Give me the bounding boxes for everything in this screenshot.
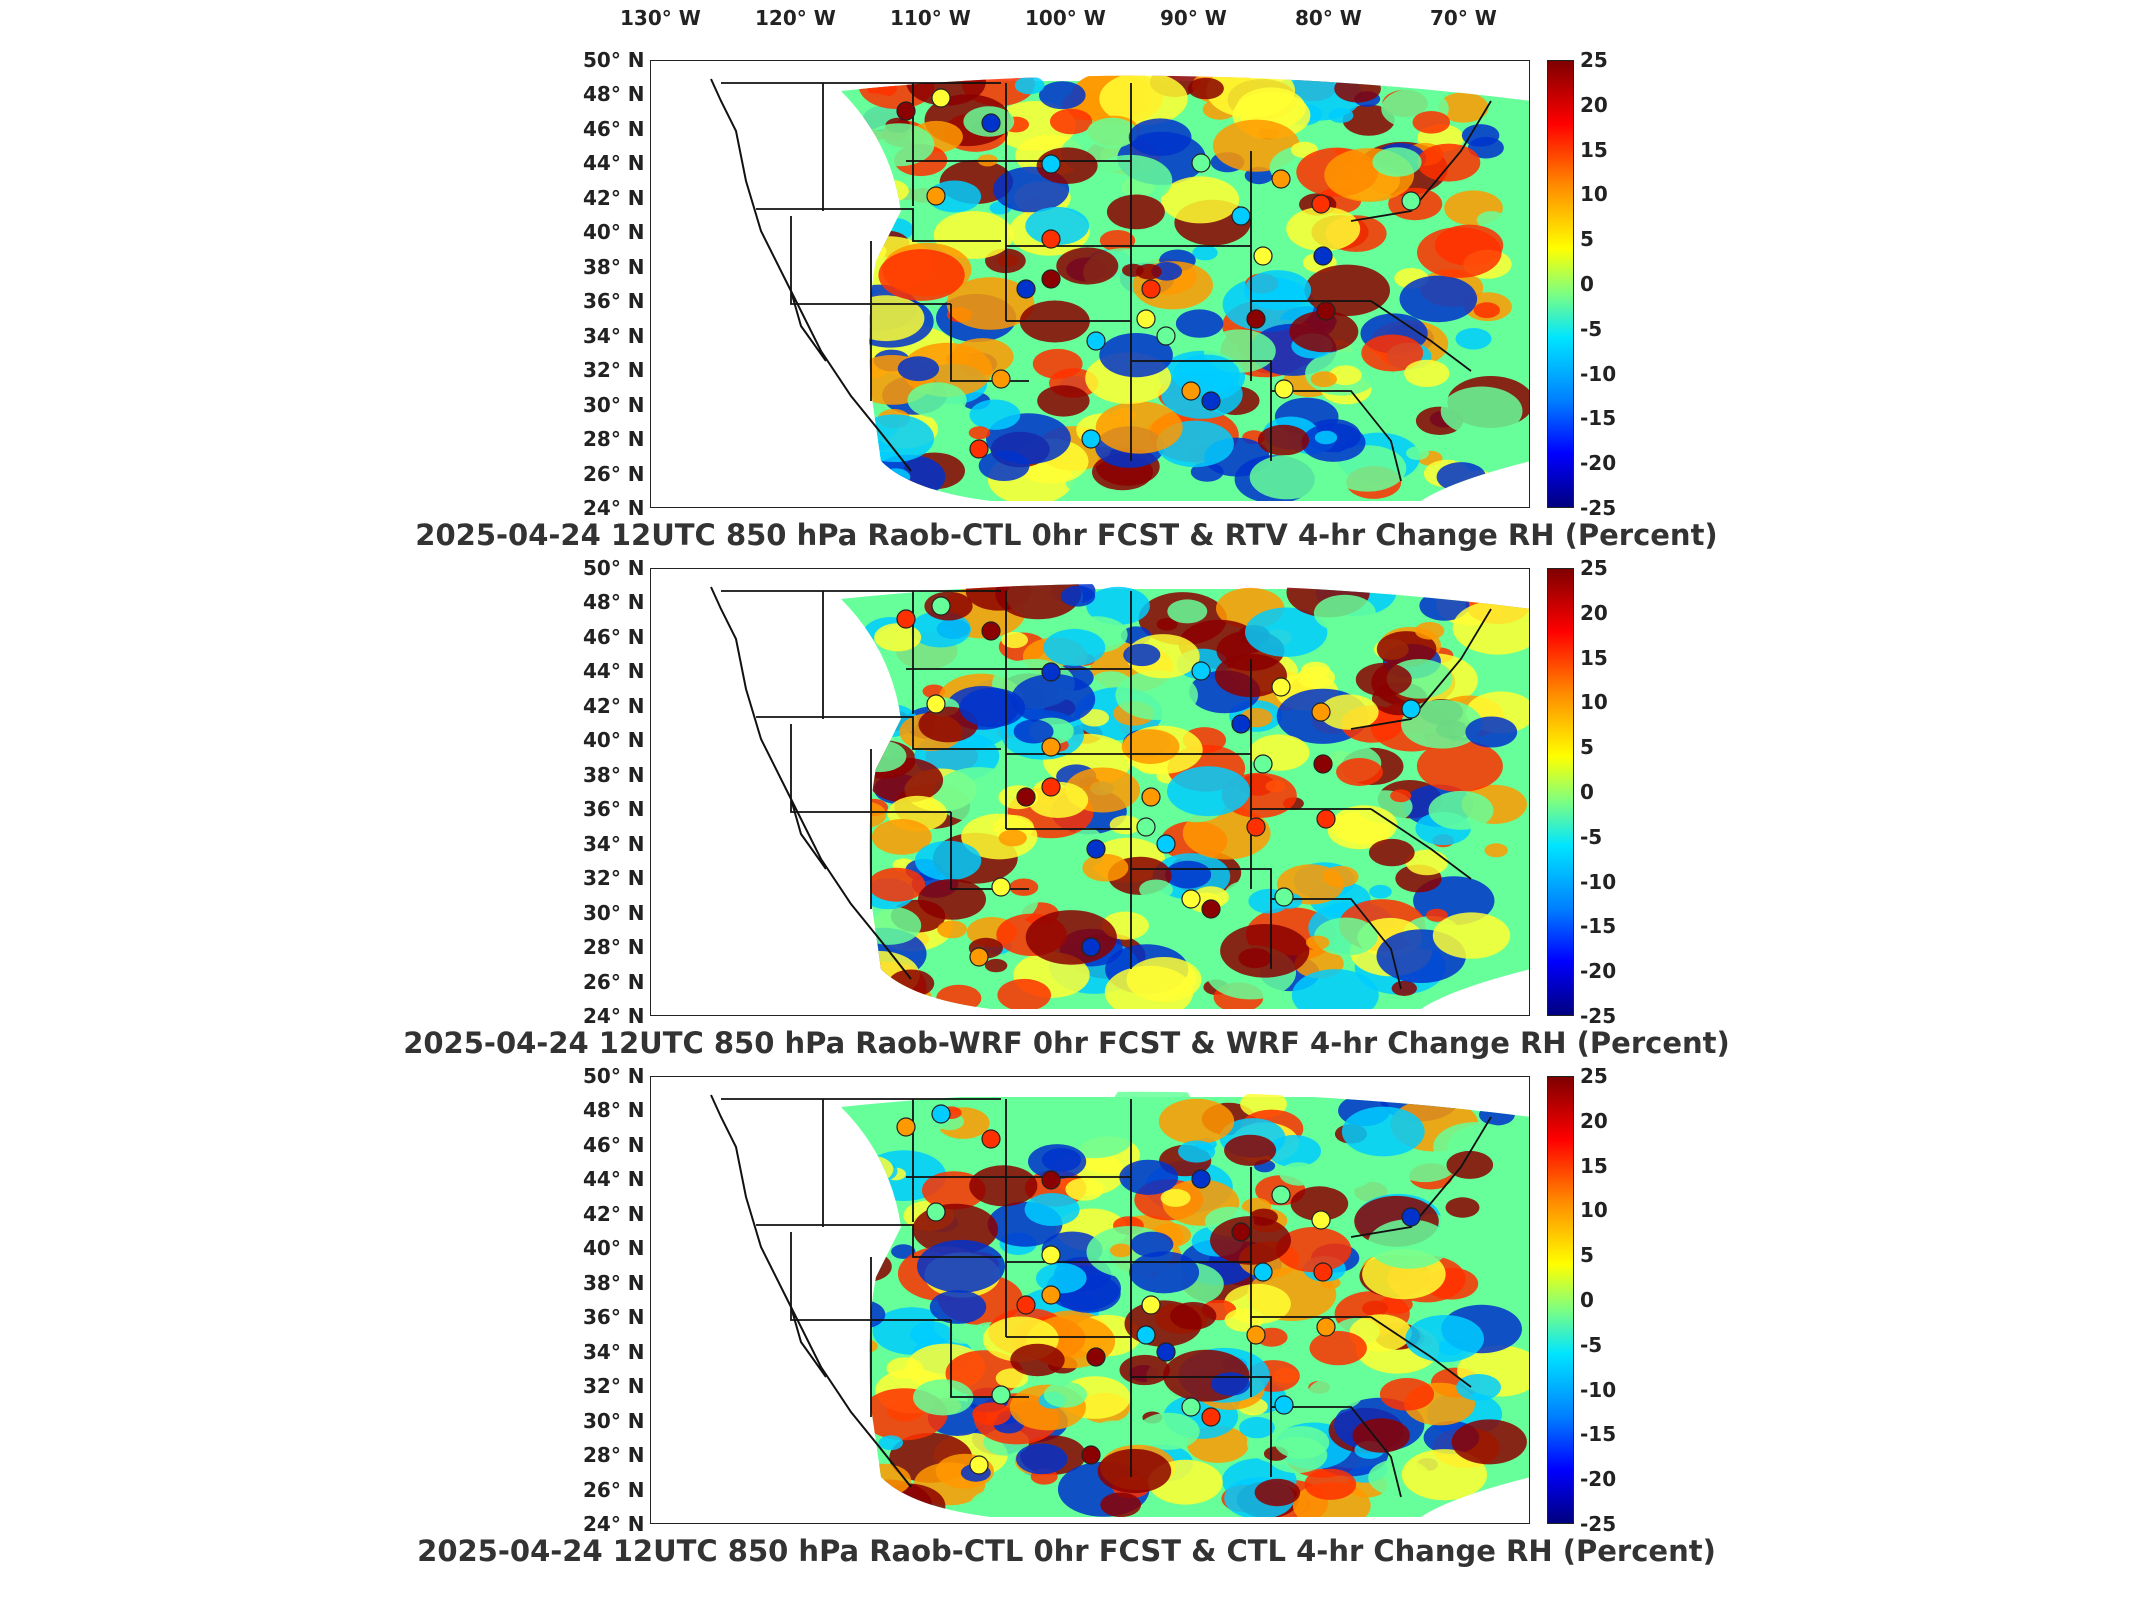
lat-label: 34° N bbox=[583, 1339, 645, 1364]
colorbar-tick-label: -10 bbox=[1580, 869, 1617, 894]
lat-label: 30° N bbox=[583, 1408, 645, 1433]
colorbar-tick-label: 5 bbox=[1580, 1243, 1594, 1268]
colorbar-tick-label: 5 bbox=[1580, 227, 1594, 252]
lat-label: 32° N bbox=[583, 358, 645, 383]
lat-label: 42° N bbox=[583, 693, 645, 718]
colorbar-tick-label: -25 bbox=[1580, 1004, 1617, 1028]
colorbar-tick-label: 15 bbox=[1580, 645, 1608, 670]
colorbar-tick-label: 0 bbox=[1580, 1288, 1594, 1312]
colorbar-tick-label: -10 bbox=[1580, 361, 1617, 386]
lon-label: 120° W bbox=[755, 6, 836, 30]
colorbar bbox=[1547, 568, 1574, 1016]
colorbar-tick-label: 5 bbox=[1580, 735, 1594, 760]
lat-label: 24° N bbox=[583, 1004, 645, 1028]
colorbar-tick-label: 25 bbox=[1580, 1064, 1608, 1088]
lat-label: 28° N bbox=[583, 1443, 645, 1468]
lat-label: 24° N bbox=[583, 1512, 645, 1536]
colorbar bbox=[1547, 1076, 1574, 1524]
panel-title: 2025-04-24 12UTC 850 hPa Raob-CTL 0hr FC… bbox=[417, 1534, 1716, 1568]
lat-label: 36° N bbox=[583, 289, 645, 314]
colorbar-tick-label: -5 bbox=[1580, 1332, 1603, 1357]
colorbar-tick-label: 10 bbox=[1580, 1198, 1608, 1223]
lat-label: 42° N bbox=[583, 185, 645, 210]
rh-change-map bbox=[650, 60, 1530, 508]
colorbar-tick-label: -20 bbox=[1580, 1467, 1617, 1492]
lat-label: 42° N bbox=[583, 1201, 645, 1226]
rh-change-map bbox=[650, 568, 1530, 1016]
lat-label: 50° N bbox=[583, 556, 645, 580]
lat-label: 24° N bbox=[583, 496, 645, 520]
lat-label: 36° N bbox=[583, 797, 645, 822]
colorbar-tick-label: -20 bbox=[1580, 959, 1617, 984]
map-canvas bbox=[710, 1091, 1529, 1517]
colorbar-tick-label: 0 bbox=[1580, 780, 1594, 804]
lat-label: 32° N bbox=[583, 866, 645, 891]
lon-label: 90° W bbox=[1160, 6, 1227, 30]
lat-label: 26° N bbox=[583, 969, 645, 994]
lat-label: 50° N bbox=[583, 1064, 645, 1088]
lat-label: 44° N bbox=[583, 1167, 645, 1192]
lat-label: 38° N bbox=[583, 762, 645, 787]
colorbar-tick-label: 20 bbox=[1580, 92, 1608, 117]
lat-label: 38° N bbox=[583, 1270, 645, 1295]
colorbar-tick-label: -20 bbox=[1580, 451, 1617, 476]
lat-label: 48° N bbox=[583, 82, 645, 107]
lat-label: 46° N bbox=[583, 116, 645, 141]
lon-label: 70° W bbox=[1430, 6, 1497, 30]
colorbar-tick-label: -15 bbox=[1580, 406, 1617, 431]
colorbar-tick-label: 10 bbox=[1580, 182, 1608, 207]
colorbar-tick-label: -15 bbox=[1580, 914, 1617, 939]
lat-label: 28° N bbox=[583, 427, 645, 452]
colorbar-tick-label: -5 bbox=[1580, 824, 1603, 849]
lat-label: 48° N bbox=[583, 1098, 645, 1123]
colorbar-tick-label: 10 bbox=[1580, 690, 1608, 715]
lat-label: 40° N bbox=[583, 220, 645, 245]
lat-label: 46° N bbox=[583, 624, 645, 649]
colorbar-tick-label: 0 bbox=[1580, 272, 1594, 296]
lat-label: 48° N bbox=[583, 590, 645, 615]
colorbar bbox=[1547, 60, 1574, 508]
lat-label: 44° N bbox=[583, 659, 645, 684]
lat-label: 44° N bbox=[583, 151, 645, 176]
map-canvas bbox=[710, 75, 1529, 501]
lat-label: 40° N bbox=[583, 728, 645, 753]
colorbar-tick-label: -25 bbox=[1580, 1512, 1617, 1536]
lat-label: 36° N bbox=[583, 1305, 645, 1330]
panel-title: 2025-04-24 12UTC 850 hPa Raob-WRF 0hr FC… bbox=[403, 1026, 1730, 1060]
colorbar-tick-label: 25 bbox=[1580, 48, 1608, 72]
lon-label: 130° W bbox=[620, 6, 701, 30]
lat-label: 32° N bbox=[583, 1374, 645, 1399]
colorbar-tick-label: -25 bbox=[1580, 496, 1617, 520]
colorbar-tick-label: 15 bbox=[1580, 137, 1608, 162]
colorbar-tick-label: 20 bbox=[1580, 600, 1608, 625]
map-canvas bbox=[710, 583, 1529, 1009]
panel-title: 2025-04-24 12UTC 850 hPa Raob-CTL 0hr FC… bbox=[415, 518, 1718, 552]
lat-label: 28° N bbox=[583, 935, 645, 960]
colorbar-tick-label: 15 bbox=[1580, 1153, 1608, 1178]
lat-label: 30° N bbox=[583, 900, 645, 925]
rh-change-map bbox=[650, 1076, 1530, 1524]
colorbar-tick-label: -10 bbox=[1580, 1377, 1617, 1402]
lat-label: 46° N bbox=[583, 1132, 645, 1157]
lat-label: 38° N bbox=[583, 254, 645, 279]
lat-label: 34° N bbox=[583, 831, 645, 856]
lat-label: 34° N bbox=[583, 323, 645, 348]
colorbar-tick-label: -5 bbox=[1580, 316, 1603, 341]
lon-label: 80° W bbox=[1295, 6, 1362, 30]
lat-label: 40° N bbox=[583, 1236, 645, 1261]
lon-label: 110° W bbox=[890, 6, 971, 30]
lat-label: 50° N bbox=[583, 48, 645, 72]
lat-label: 26° N bbox=[583, 1477, 645, 1502]
colorbar-tick-label: 20 bbox=[1580, 1108, 1608, 1133]
lon-label: 100° W bbox=[1025, 6, 1106, 30]
lat-label: 30° N bbox=[583, 392, 645, 417]
colorbar-tick-label: -15 bbox=[1580, 1422, 1617, 1447]
colorbar-tick-label: 25 bbox=[1580, 556, 1608, 580]
lat-label: 26° N bbox=[583, 461, 645, 486]
